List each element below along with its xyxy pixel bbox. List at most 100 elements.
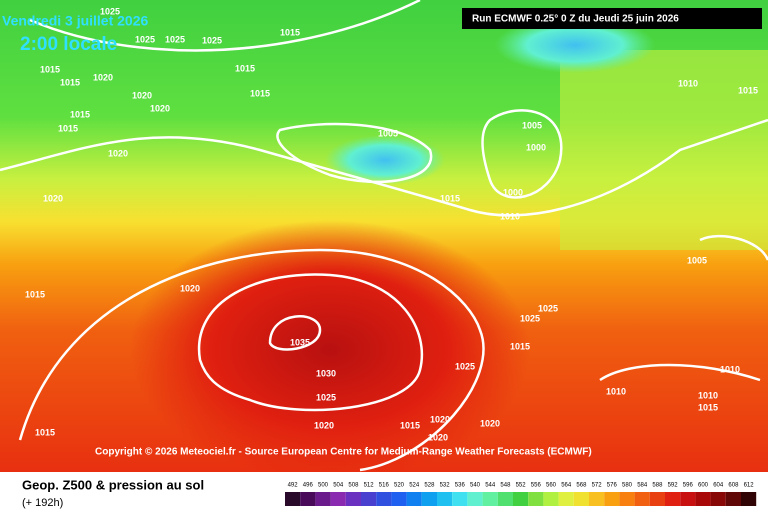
scale-label: 576 <box>607 483 618 489</box>
isobar-label: 1020 <box>314 420 334 430</box>
isobar-label: 1015 <box>698 402 718 412</box>
scale-swatch <box>406 492 422 506</box>
scale-label: 492 <box>288 483 299 489</box>
scale-label: 580 <box>622 483 633 489</box>
scale-label: 604 <box>713 483 724 489</box>
isobar-label: 1010 <box>698 390 718 400</box>
scale-swatch <box>421 492 437 506</box>
scale-swatch <box>467 492 483 506</box>
isobar-label: 1015 <box>440 193 460 203</box>
isobar-label: 1015 <box>70 109 90 119</box>
scale-swatch <box>634 492 650 506</box>
scale-swatch <box>573 492 589 506</box>
isobar <box>276 122 433 184</box>
forecast-date: Vendredi 3 juillet 2026 <box>2 13 149 29</box>
isobar-label: 1025 <box>520 313 540 323</box>
scale-swatch <box>391 492 407 506</box>
isobar-label: 1010 <box>678 78 698 88</box>
scale-swatch <box>619 492 635 506</box>
scale-label: 532 <box>440 483 451 489</box>
isobar-label: 1015 <box>35 427 55 437</box>
scale-swatch <box>695 492 711 506</box>
scale-label: 516 <box>379 483 390 489</box>
isobar-label: 1020 <box>430 414 450 424</box>
isobar <box>268 315 322 351</box>
isobar-label: 1015 <box>25 289 45 299</box>
isobar-label: 1010 <box>500 211 520 221</box>
scale-label: 592 <box>668 483 679 489</box>
scale-label: 612 <box>744 483 755 489</box>
scale-swatch <box>649 492 665 506</box>
high-pressure-area <box>130 220 530 480</box>
scale-swatch <box>680 492 696 506</box>
isobar-label: 1015 <box>60 77 80 87</box>
scale-swatch <box>285 492 301 506</box>
run-banner <box>462 8 762 29</box>
scale-label: 568 <box>576 483 587 489</box>
isobar-label: 1020 <box>480 418 500 428</box>
scale-label: 608 <box>728 483 739 489</box>
scale-label: 588 <box>652 483 663 489</box>
scale-swatch <box>437 492 453 506</box>
scale-label: 540 <box>470 483 481 489</box>
low-pressure-area <box>495 17 655 73</box>
scale-swatch <box>361 492 377 506</box>
isobar-label: 1015 <box>510 341 530 351</box>
scale-label: 548 <box>500 483 511 489</box>
isobar-label: 1010 <box>606 386 626 396</box>
scale-label: 564 <box>561 483 572 489</box>
scale-label: 556 <box>531 483 542 489</box>
scale-swatch <box>589 492 605 506</box>
isobar-label: 1005 <box>687 255 707 265</box>
scale-label: 512 <box>364 483 375 489</box>
scale-label: 524 <box>409 483 420 489</box>
isobar-label: 1015 <box>235 63 255 73</box>
scale-swatch <box>604 492 620 506</box>
copyright: Copyright © 2026 Meteociel.fr - Source E… <box>95 447 592 458</box>
isobar-label: 1000 <box>526 142 546 152</box>
isobar-label: 1035 <box>290 337 310 347</box>
isobar-label: 1025 <box>135 34 155 44</box>
scale-swatch <box>528 492 544 506</box>
isobar-label: 1020 <box>108 148 128 158</box>
scale-swatch <box>741 492 757 506</box>
isobar <box>18 248 485 472</box>
scale-swatch <box>497 492 513 506</box>
low-pressure-area <box>325 135 445 185</box>
isobar <box>29 0 421 52</box>
scale-swatch <box>330 492 346 506</box>
isobar-label: 1020 <box>428 432 448 442</box>
scale-label: 560 <box>546 483 557 489</box>
local-time: 2:00 locale <box>20 34 117 55</box>
scale-swatch <box>665 492 681 506</box>
footer-title: Geop. Z500 & pression au sol <box>22 477 204 492</box>
scale-swatch <box>452 492 468 506</box>
isobar <box>699 234 768 261</box>
scale-label: 584 <box>637 483 648 489</box>
map-shade <box>560 50 768 250</box>
isobar-label: 1025 <box>316 392 336 402</box>
scale-label: 600 <box>698 483 709 489</box>
scale-swatch <box>513 492 529 506</box>
scale-label: 528 <box>424 483 435 489</box>
scale-label: 596 <box>683 483 694 489</box>
isobar-label: 1025 <box>455 361 475 371</box>
isobar-label: 1020 <box>93 72 113 82</box>
isobar-label: 1025 <box>165 34 185 44</box>
scale-swatch <box>315 492 331 506</box>
scale-label: 520 <box>394 483 405 489</box>
scale-label: 508 <box>348 483 359 489</box>
isobar-label: 1005 <box>378 128 398 138</box>
scale-label: 544 <box>485 483 496 489</box>
isobar-label: 1025 <box>100 6 120 16</box>
scale-swatch <box>482 492 498 506</box>
isobar-label: 1000 <box>503 187 523 197</box>
scale-swatch <box>558 492 574 506</box>
isobar-label: 1025 <box>538 303 558 313</box>
scale-label: 552 <box>516 483 527 489</box>
isobar-label: 1020 <box>150 103 170 113</box>
scale-swatch <box>710 492 726 506</box>
isobar-label: 1030 <box>316 368 336 378</box>
scale-swatch <box>345 492 361 506</box>
